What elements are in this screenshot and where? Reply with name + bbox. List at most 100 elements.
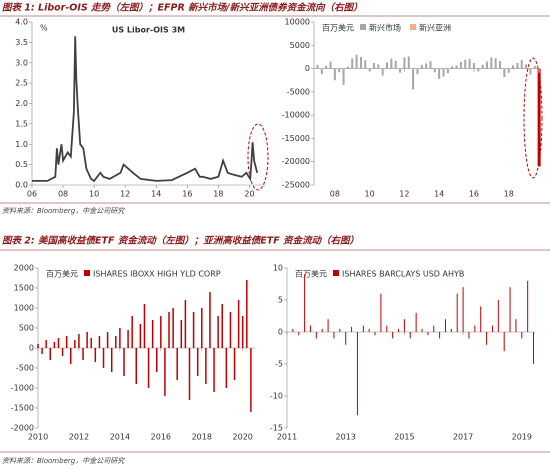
y-tick-label: 0 (278, 328, 283, 337)
x-tick-label: 12 (399, 190, 409, 199)
x-tick-label: 12 (120, 190, 130, 199)
bar (495, 67, 497, 69)
x-tick-label: 2016 (151, 433, 171, 442)
bar (421, 328, 423, 332)
bar (438, 68, 440, 70)
bar (403, 319, 405, 332)
bar (408, 67, 410, 69)
bar (459, 62, 462, 69)
bar (480, 306, 482, 332)
bar (90, 338, 92, 348)
bar (490, 67, 492, 69)
bar (464, 68, 466, 69)
bar (225, 348, 228, 388)
legend-swatch (84, 270, 90, 276)
bar (135, 348, 138, 384)
bar (477, 68, 480, 72)
bar (333, 68, 336, 81)
x-tick-label: 2014 (110, 433, 130, 442)
bar (468, 332, 470, 339)
figure-title: 图表 2: 美国高收益债ETF 资金流动（左图）；亚洲高收益债ETF 资金流动（… (2, 235, 359, 247)
bar (368, 328, 370, 332)
bar (359, 56, 362, 69)
bar (386, 325, 388, 332)
bar (74, 340, 76, 348)
bar (180, 320, 183, 348)
bar (123, 348, 125, 376)
x-tick-label: 06 (27, 190, 37, 199)
y-tick-label: 1.0 (15, 140, 28, 149)
bar (433, 68, 436, 73)
bar (481, 64, 484, 69)
y-tick-label: -15000 (282, 134, 310, 143)
bar (390, 58, 393, 69)
x-tick-label: 08 (58, 190, 68, 199)
bar (368, 68, 371, 72)
bar (403, 57, 406, 69)
bar (127, 330, 129, 348)
bar (172, 308, 174, 348)
unit-label: 百万美元 (295, 269, 327, 279)
bar (533, 65, 536, 69)
y-tick-label: 5 (278, 296, 283, 305)
y-tick-label: -10000 (282, 111, 310, 120)
line (32, 36, 259, 183)
bar (399, 68, 402, 73)
y-tick-label: -1000 (11, 384, 34, 393)
y-tick-label: 0 (305, 64, 310, 73)
bar (325, 65, 328, 69)
bar (65, 336, 68, 348)
bar (438, 68, 441, 79)
y-tick-label: 500 (19, 324, 34, 333)
bar (364, 60, 367, 69)
bar (416, 68, 419, 75)
x-tick-label: 18 (213, 190, 223, 199)
bar (442, 68, 445, 77)
bar (176, 348, 178, 380)
y-tick-label: 0.5 (15, 160, 28, 169)
y-tick-label: 0 (29, 344, 34, 353)
bar (333, 332, 335, 339)
y-tick-label: 5000 (290, 41, 310, 50)
bar (327, 319, 329, 332)
x-tick-label: 10 (89, 190, 99, 199)
bar (57, 338, 60, 348)
bar (439, 332, 441, 339)
bar (309, 325, 311, 332)
bar (339, 328, 341, 332)
x-tick-label: 20 (244, 190, 254, 199)
y-tick-label: 4.0 (15, 18, 28, 27)
bar (386, 62, 389, 69)
x-tick-label: 16 (182, 190, 192, 199)
x-tick-label: 18 (504, 190, 514, 199)
bar (503, 68, 506, 77)
bar (462, 287, 464, 332)
bar (168, 312, 170, 348)
bar (119, 328, 121, 348)
bar (143, 304, 146, 348)
bar (196, 348, 199, 376)
bar (521, 332, 523, 339)
source: 资料来源：Bloomberg，中金公司研究 (2, 457, 125, 465)
x-tick-label: 2010 (28, 433, 48, 442)
bar (433, 325, 435, 332)
y-tick-label: -2000 (11, 424, 34, 433)
bar (537, 68, 541, 167)
bar (188, 348, 191, 400)
bar (362, 325, 364, 332)
unit-label: 百万美元 (46, 269, 78, 279)
bar (464, 59, 467, 69)
highlight-ellipse (247, 123, 269, 191)
x-tick-label: 2020 (233, 433, 253, 442)
y-tick-label: -5 (275, 360, 283, 369)
x-tick-label: 2018 (192, 433, 212, 442)
bar (444, 319, 446, 332)
bar (412, 68, 415, 90)
bar (246, 280, 248, 348)
y-tick-label: 10 (273, 264, 283, 273)
bar (503, 332, 505, 352)
bar (527, 280, 529, 332)
bar (192, 312, 195, 348)
bar (374, 332, 376, 336)
bar (106, 332, 109, 348)
